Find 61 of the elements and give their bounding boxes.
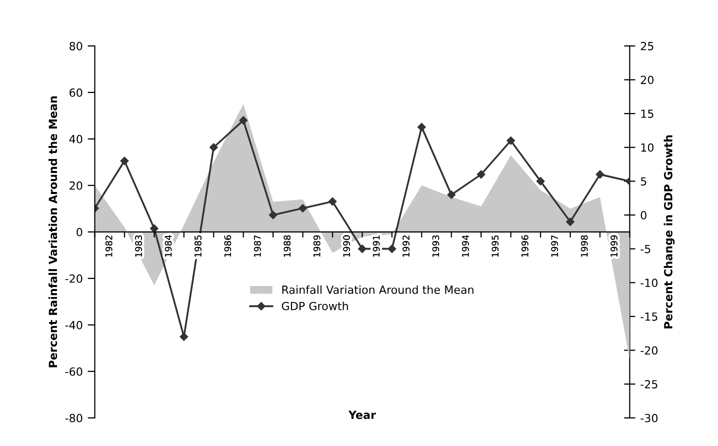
point [298, 204, 307, 212]
y2-tick-label: 25 [640, 42, 654, 50]
point [596, 170, 604, 179]
legend-label: Rainfall Variation Around the Mean [282, 285, 474, 294]
point [536, 177, 545, 186]
x-tick-label: 1982 [105, 236, 112, 257]
y2-tick-label: 20 [640, 76, 654, 84]
x-axis-title: Year [348, 410, 376, 420]
point [239, 116, 248, 124]
point [328, 197, 337, 206]
y2-tick-label: 10 [641, 143, 654, 152]
y2-tick-label: -5 [640, 244, 650, 254]
y2-tick-label: 0 [640, 210, 646, 220]
y2-axis-title: Percent Change in GDP Growth [664, 135, 675, 328]
x-tick-label: 1985 [194, 235, 202, 257]
y2-tick-label: -10 [640, 278, 658, 288]
y-tick-label: -80 [65, 414, 82, 422]
legend-label: GDP Growth [282, 302, 348, 310]
y-tick-label: -40 [65, 320, 82, 330]
x-tick-label: 1987 [254, 235, 261, 257]
x-tick-label: 1989 [313, 235, 320, 257]
y-tick-label: 40 [69, 134, 82, 144]
y-tick-label: -60 [65, 367, 82, 376]
point [358, 244, 366, 253]
point [506, 136, 515, 145]
y2-tick-label: -20 [640, 346, 658, 355]
y2-tick-label: -25 [640, 380, 658, 388]
x-tick-label: 1993 [432, 235, 440, 257]
point [418, 122, 426, 132]
point [120, 156, 129, 166]
x-tick-label: 1995 [492, 235, 499, 257]
y2-tick-label: 5 [640, 177, 646, 186]
y-tick-label: 80 [70, 42, 82, 50]
x-tick-label: 1996 [521, 235, 528, 257]
x-tick-label: 1991 [372, 236, 380, 257]
point [180, 332, 188, 341]
x-tick-label: 1984 [164, 235, 172, 257]
y-tick-label: -20 [65, 274, 82, 283]
x-tick-label: 1999 [610, 235, 618, 257]
y-tick-label: 60 [70, 88, 82, 97]
x-tick-label: 1994 [462, 235, 469, 257]
y-axis-title: Percent Rainfall Variation Around the Mean [48, 96, 58, 368]
x-tick-label: 1992 [402, 236, 410, 257]
x-tick-label: 1986 [224, 235, 232, 257]
point [150, 224, 158, 233]
point [447, 190, 456, 199]
x-tick-label: 1988 [284, 235, 291, 257]
y2-tick-label: 15 [641, 110, 654, 118]
point [210, 143, 218, 152]
point [566, 218, 574, 226]
x-tick-label: 1998 [580, 235, 588, 257]
x-tick-label: 1983 [135, 235, 142, 257]
x-tick-label: 1990 [343, 235, 350, 257]
y-tick-label: 0 [76, 228, 82, 236]
point [388, 244, 396, 253]
y2-tick-label: -30 [640, 414, 658, 422]
y2-tick-label: -15 [640, 312, 658, 321]
y-tick-label: 20 [70, 181, 82, 190]
point [476, 170, 486, 179]
point [268, 210, 278, 220]
x-tick-label: 1997 [551, 235, 558, 257]
